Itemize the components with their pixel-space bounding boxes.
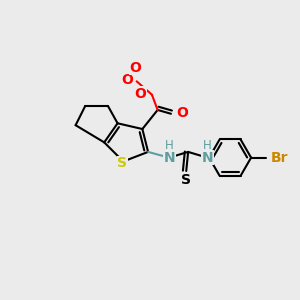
Text: O: O (177, 106, 189, 120)
Text: H: H (203, 139, 212, 152)
Text: N: N (163, 151, 175, 165)
Text: H: H (165, 139, 173, 152)
Text: S: S (117, 156, 127, 170)
Text: O: O (129, 61, 141, 75)
Text: S: S (181, 173, 191, 187)
Text: O: O (134, 87, 146, 101)
Text: N: N (201, 151, 213, 165)
Text: Br: Br (271, 151, 288, 165)
Text: O: O (121, 74, 133, 87)
